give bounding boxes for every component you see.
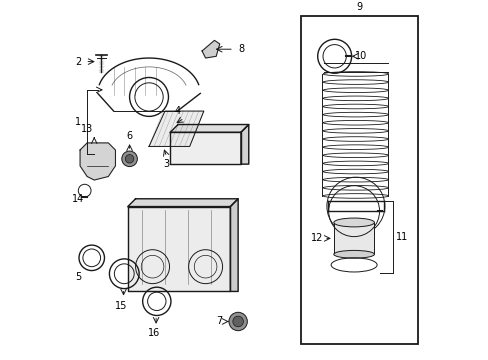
Text: 6: 6 [126, 131, 132, 141]
Polygon shape [80, 143, 115, 180]
Text: 16: 16 [148, 328, 160, 338]
Text: 2: 2 [75, 57, 81, 67]
Text: 12: 12 [310, 233, 323, 243]
Bar [301, 15, 417, 345]
Polygon shape [170, 132, 241, 164]
Text: 3: 3 [163, 159, 169, 169]
Circle shape [125, 154, 134, 163]
Circle shape [232, 316, 243, 327]
Text: 15: 15 [114, 301, 127, 311]
Polygon shape [170, 125, 248, 132]
Circle shape [122, 151, 137, 167]
Text: 5: 5 [75, 272, 81, 282]
Polygon shape [127, 199, 238, 207]
Text: 8: 8 [238, 44, 244, 54]
Text: 13: 13 [81, 124, 93, 134]
Polygon shape [127, 207, 230, 292]
Polygon shape [149, 111, 203, 147]
Ellipse shape [333, 251, 374, 258]
Text: 11: 11 [395, 232, 407, 242]
Polygon shape [230, 199, 238, 292]
Bar [333, 222, 374, 254]
Polygon shape [202, 40, 219, 58]
Text: 10: 10 [354, 51, 366, 61]
Text: 14: 14 [72, 194, 84, 204]
Text: 9: 9 [356, 2, 362, 12]
Text: 4: 4 [174, 106, 180, 116]
Text: 1: 1 [75, 117, 81, 127]
Text: 7: 7 [216, 316, 223, 327]
Ellipse shape [333, 218, 374, 227]
Circle shape [228, 312, 247, 331]
Polygon shape [241, 125, 248, 164]
